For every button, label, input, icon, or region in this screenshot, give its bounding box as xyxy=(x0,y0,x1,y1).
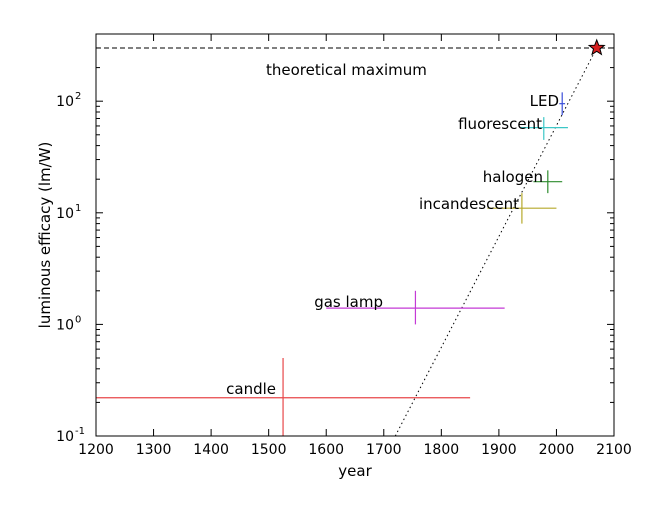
theoretical-maximum-label: theoretical maximum xyxy=(266,61,427,79)
y-tick-label: 10 xyxy=(56,429,74,445)
y-tick-exponent: 1 xyxy=(75,203,81,214)
x-tick-label: 1200 xyxy=(78,442,114,458)
y-tick-exponent: -1 xyxy=(75,426,85,437)
point-label: candle xyxy=(226,380,276,398)
y-tick-exponent: 0 xyxy=(75,314,81,325)
y-axis-label: luminous efficacy (lm/W) xyxy=(36,142,54,329)
x-tick-label: 1600 xyxy=(308,442,344,458)
data-point-incandescent xyxy=(487,193,557,224)
x-tick-label: 2000 xyxy=(539,442,575,458)
data-point-halogen xyxy=(533,170,563,194)
x-tick-label: 1500 xyxy=(251,442,287,458)
y-tick-label: 10 xyxy=(56,94,74,110)
x-axis-ticks: 1200 1300 1400 1500 1600 1700 1800 1900 2000 2100 xyxy=(78,34,632,458)
theoretical-maximum-star xyxy=(587,38,606,56)
x-tick-label: 2100 xyxy=(596,442,632,458)
point-label: LED xyxy=(530,92,559,110)
data-point-candle xyxy=(96,357,471,436)
point-label: incandescent xyxy=(419,195,519,213)
data-point-gas-lamp xyxy=(326,290,505,325)
y-tick-label: 10 xyxy=(56,317,74,333)
x-tick-label: 1900 xyxy=(481,442,517,458)
x-tick-label: 1700 xyxy=(366,442,402,458)
x-tick-label: 1400 xyxy=(193,442,229,458)
point-label: fluorescent xyxy=(458,115,542,133)
point-labels: candle gas lamp incandescent halogen fluores… xyxy=(226,61,559,398)
point-label: halogen xyxy=(483,168,543,186)
trend-line xyxy=(394,47,598,437)
x-axis-label: year xyxy=(338,462,372,480)
y-tick-exponent: 2 xyxy=(75,91,81,102)
plot-content xyxy=(96,38,614,437)
y-tick-label: 10 xyxy=(56,206,74,222)
point-label: gas lamp xyxy=(314,293,383,311)
data-point-fluorescent xyxy=(520,117,568,140)
x-tick-label: 1800 xyxy=(424,442,460,458)
data-point-LED xyxy=(559,92,566,116)
x-tick-label: 1300 xyxy=(136,442,172,458)
plot-frame xyxy=(95,33,615,437)
